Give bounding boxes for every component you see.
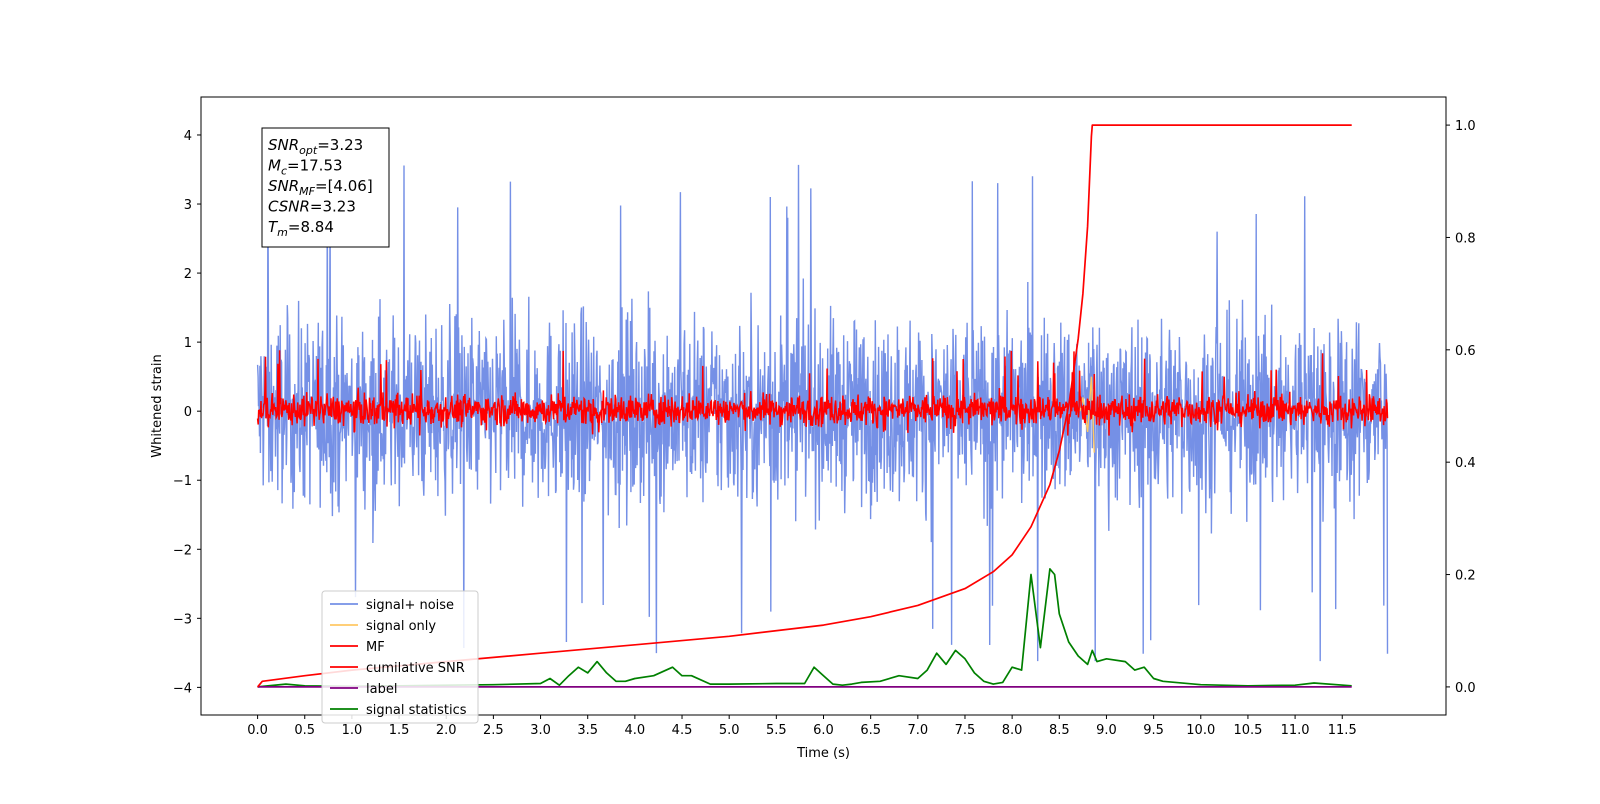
y-tick-label: 3 <box>184 198 192 213</box>
legend-label: MF <box>366 640 385 655</box>
legend-label: signal statistics <box>366 703 467 718</box>
y-right-tick-label: 0.8 <box>1455 231 1476 246</box>
y-tick-label: 1 <box>184 336 192 351</box>
x-axis-label: Time (s) <box>796 746 850 761</box>
y-axis-label: Whitened strain <box>150 354 165 457</box>
y-tick-label: −2 <box>173 543 192 558</box>
x-tick-label: 6.5 <box>860 723 881 738</box>
x-tick-label: 7.0 <box>907 723 928 738</box>
x-tick-label: 8.5 <box>1049 723 1070 738</box>
x-tick-label: 5.0 <box>719 723 740 738</box>
y-tick-label: −4 <box>173 681 192 696</box>
legend-label: signal+ noise <box>366 598 454 613</box>
x-tick-label: 5.5 <box>766 723 787 738</box>
legend-label: label <box>366 682 397 697</box>
x-tick-label: 10.5 <box>1233 723 1262 738</box>
x-tick-label: 9.5 <box>1143 723 1164 738</box>
y-right-tick-label: 0.0 <box>1455 681 1476 696</box>
series-mf-line <box>256 350 1389 436</box>
y-right-tick-label: 0.4 <box>1455 456 1476 471</box>
y-right-tick-label: 0.2 <box>1455 569 1476 584</box>
x-tick-label: 6.0 <box>813 723 834 738</box>
x-tick-label: 3.0 <box>530 723 551 738</box>
y-tick-label: 2 <box>184 267 192 282</box>
series-signal-statistics-line <box>257 568 1352 688</box>
annotation-line: Tm=8.84 <box>268 218 334 239</box>
x-tick-label: 7.5 <box>955 723 976 738</box>
y-tick-label: −1 <box>173 474 192 489</box>
y-tick-label: 4 <box>184 129 192 144</box>
annotation-line: CSNR=3.23 <box>268 198 356 216</box>
y-right-tick-label: 1.0 <box>1455 119 1476 134</box>
x-tick-label: 0.0 <box>247 723 268 738</box>
x-tick-label: 1.5 <box>389 723 410 738</box>
x-tick-label: 10.0 <box>1186 723 1215 738</box>
x-tick-label: 9.0 <box>1096 723 1117 738</box>
x-tick-label: 4.0 <box>625 723 646 738</box>
x-tick-label: 11.5 <box>1328 723 1357 738</box>
x-tick-label: 3.5 <box>577 723 598 738</box>
legend-label: cumilative SNR <box>366 661 465 676</box>
x-tick-label: 2.5 <box>483 723 504 738</box>
x-tick-label: 4.5 <box>672 723 693 738</box>
x-tick-label: 11.0 <box>1281 723 1310 738</box>
y-right-tick-label: 0.6 <box>1455 344 1476 359</box>
x-tick-label: 0.5 <box>294 723 315 738</box>
y-tick-label: −3 <box>173 612 192 627</box>
annotation-line: Mc=17.53 <box>268 157 343 178</box>
legend-box <box>321 590 479 724</box>
y-tick-label: 0 <box>184 405 192 420</box>
x-tick-label: 1.0 <box>342 723 363 738</box>
annotation-line: SNRopt=3.23 <box>268 136 363 157</box>
x-tick-label: 8.0 <box>1002 723 1023 738</box>
annotation-box <box>261 127 390 248</box>
x-tick-label: 2.0 <box>436 723 457 738</box>
annotation-line: SNRMF=[4.06] <box>268 177 373 198</box>
legend-label: signal only <box>366 619 436 634</box>
